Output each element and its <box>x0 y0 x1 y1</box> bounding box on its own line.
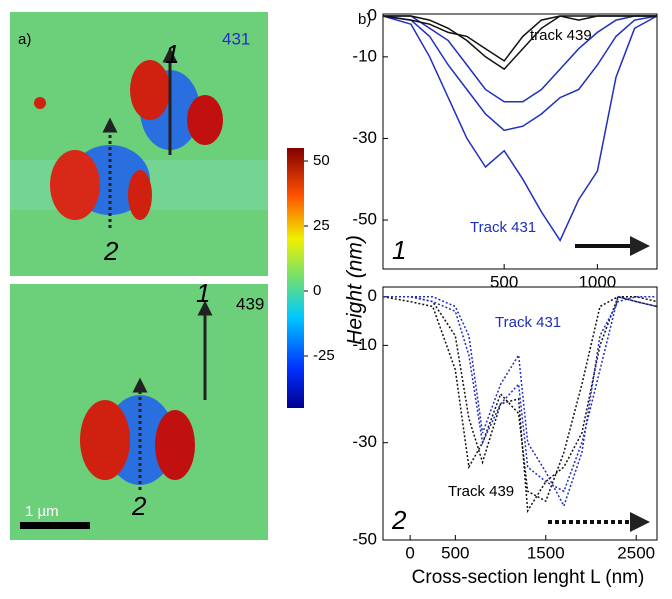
x-tick-label: 500 <box>441 543 469 562</box>
line <box>382 15 657 62</box>
arrow-label: 2 <box>103 236 119 266</box>
annotation: Track 431 <box>495 314 561 331</box>
plot-frame <box>382 286 658 541</box>
colorbar-tick-label: -25 <box>313 347 335 364</box>
y-tick-label: 0 <box>368 286 377 305</box>
colorbar-label: Height (nm) <box>344 235 367 345</box>
line <box>383 295 657 508</box>
x-tick-label: 2500 <box>617 543 655 562</box>
colorbar-tick-label: 0 <box>313 282 321 299</box>
x-tick-label: 0 <box>405 543 414 562</box>
arrow-label: 1 <box>165 39 179 69</box>
arrow-label: 2 <box>131 491 147 521</box>
scale-bar-label: 1 µm <box>25 503 59 520</box>
afm-image <box>10 12 268 276</box>
annotation: Track 431 <box>470 219 536 236</box>
y-tick-label: -10 <box>352 335 377 354</box>
line <box>383 295 658 514</box>
y-tick-label: -30 <box>352 128 377 147</box>
arrow-label: 1 <box>196 278 210 308</box>
annotation: 1 <box>392 235 406 265</box>
y-tick-label: -50 <box>352 210 377 229</box>
annotation: track 439 <box>530 27 592 44</box>
annotation: 2 <box>391 505 407 535</box>
colorbar-tick-label: 50 <box>313 152 330 169</box>
colorbar-tick-label: 25 <box>313 217 330 234</box>
x-tick-label: 500 <box>490 272 518 291</box>
image-label: 439 <box>236 294 264 313</box>
line <box>382 15 658 242</box>
annotation: Track 439 <box>448 483 514 500</box>
x-axis-label: Cross-section lenght L (nm) <box>412 567 645 588</box>
colorbar <box>287 148 304 408</box>
line <box>383 295 658 493</box>
x-tick-label: 1000 <box>578 272 616 291</box>
y-tick-label: -10 <box>352 46 377 65</box>
afm-image <box>10 284 268 540</box>
panel-label: b) <box>358 11 371 28</box>
panel-label: a) <box>18 31 31 48</box>
line <box>382 295 658 503</box>
x-tick-label: 1500 <box>527 543 565 562</box>
line <box>382 15 658 132</box>
plot-frame <box>382 13 658 270</box>
y-tick-label: -50 <box>352 529 377 548</box>
y-tick-label: 0 <box>368 6 377 25</box>
image-label: 431 <box>222 29 250 48</box>
y-tick-label: -30 <box>352 432 377 451</box>
line <box>383 15 657 103</box>
